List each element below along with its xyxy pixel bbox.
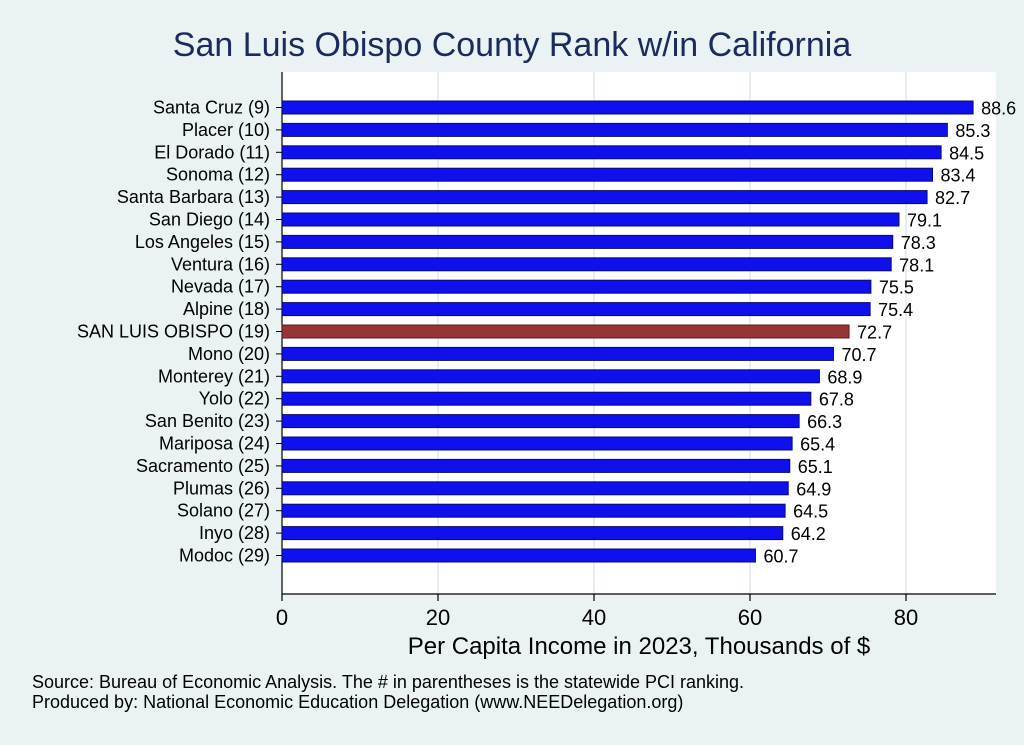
- value-label: 82.7: [935, 188, 970, 208]
- bar: [281, 212, 900, 227]
- value-label: 85.3: [955, 121, 990, 141]
- category-label: Mono (20): [188, 344, 270, 364]
- value-label: 66.3: [807, 412, 842, 432]
- category-label: Sacramento (25): [136, 456, 270, 476]
- bar: [281, 257, 892, 272]
- value-label: 67.8: [819, 390, 854, 410]
- bar: [281, 302, 871, 317]
- category-label: Santa Cruz (9): [153, 98, 270, 118]
- value-label: 75.4: [878, 300, 913, 320]
- value-label: 64.5: [793, 502, 828, 522]
- category-label: Placer (10): [182, 120, 270, 140]
- category-label: Monterey (21): [158, 366, 270, 386]
- bar: [281, 369, 820, 384]
- bar: [281, 234, 894, 249]
- value-label: 72.7: [857, 323, 892, 343]
- bar: [281, 436, 793, 451]
- bar: [281, 190, 928, 205]
- bar: [281, 391, 812, 406]
- value-label: 78.3: [901, 233, 936, 253]
- x-tick-label: 80: [894, 605, 918, 630]
- chart-title: San Luis Obispo County Rank w/in Califor…: [172, 26, 852, 64]
- x-axis-title: Per Capita Income in 2023, Thousands of …: [407, 633, 871, 660]
- value-label: 65.1: [798, 457, 833, 477]
- value-label: 75.5: [879, 278, 914, 298]
- category-label: Solano (27): [177, 501, 270, 521]
- bar: [281, 548, 756, 563]
- bar: [281, 122, 948, 137]
- x-tick-label: 40: [582, 605, 606, 630]
- bar: [281, 346, 834, 361]
- value-label: 70.7: [841, 345, 876, 365]
- category-label: Modoc (29): [179, 546, 270, 566]
- category-label: Los Angeles (15): [135, 232, 270, 252]
- category-label: Santa Barbara (13): [117, 187, 270, 207]
- bar: [281, 167, 934, 182]
- value-label: 84.5: [949, 143, 984, 163]
- bar-highlight: [281, 324, 850, 339]
- bar: [281, 100, 974, 115]
- category-label: Nevada (17): [171, 277, 270, 297]
- category-label: Sonoma (12): [166, 165, 270, 185]
- value-label: 64.2: [791, 524, 826, 544]
- x-tick-label: 20: [426, 605, 450, 630]
- category-label: San Diego (14): [149, 210, 270, 230]
- value-label: 68.9: [827, 367, 862, 387]
- bar: [281, 481, 789, 496]
- value-label: 88.6: [981, 99, 1016, 119]
- bar: [281, 503, 786, 518]
- bar: [281, 145, 942, 160]
- value-label: 60.7: [763, 547, 798, 567]
- category-label: Mariposa (24): [159, 434, 270, 454]
- category-label: El Dorado (11): [154, 142, 270, 162]
- bar: [281, 414, 800, 429]
- bar: [281, 526, 784, 541]
- source-note: Source: Bureau of Economic Analysis. The…: [32, 672, 745, 692]
- value-label: 78.1: [899, 255, 934, 275]
- producer-note: Produced by: National Economic Education…: [32, 692, 684, 712]
- bar: [281, 279, 872, 294]
- value-label: 65.4: [800, 435, 835, 455]
- category-label: Yolo (22): [199, 389, 270, 409]
- category-label: Inyo (28): [199, 523, 270, 543]
- value-label: 83.4: [941, 166, 976, 186]
- category-label: San Benito (23): [145, 411, 270, 431]
- category-label: Plumas (26): [173, 478, 270, 498]
- x-tick-label: 60: [738, 605, 762, 630]
- value-label: 64.9: [796, 479, 831, 499]
- category-label: Ventura (16): [171, 254, 270, 274]
- value-label: 79.1: [907, 211, 942, 231]
- category-label: Alpine (18): [183, 299, 270, 319]
- x-tick-label: 0: [276, 605, 288, 630]
- category-label: SAN LUIS OBISPO (19): [77, 322, 270, 342]
- bar: [281, 458, 791, 473]
